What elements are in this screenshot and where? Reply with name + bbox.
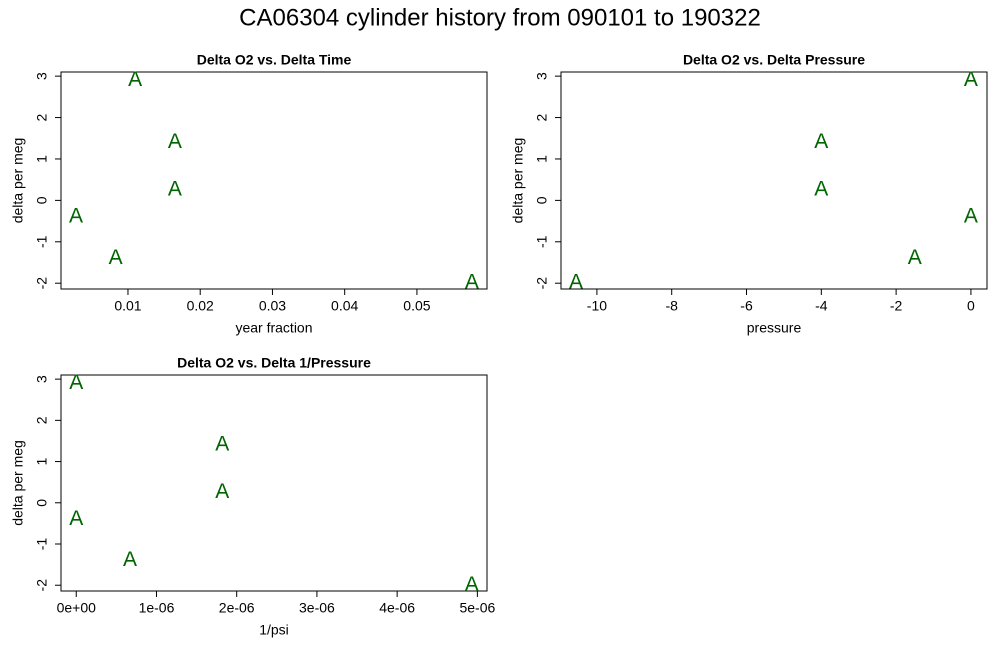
point: A (69, 371, 83, 394)
y-tick-label: -2 (534, 277, 550, 290)
plot-frame (60, 71, 488, 290)
x-axis-label: 1/psi (259, 622, 289, 638)
panel-title: Delta O2 vs. Delta Pressure (683, 52, 865, 68)
point: A (964, 68, 978, 91)
x-tick-label: 0 (967, 298, 975, 314)
point: A (168, 178, 182, 201)
y-tick-label: 2 (534, 113, 550, 121)
y-tick-label: -2 (34, 277, 50, 290)
y-tick-label: 2 (34, 113, 50, 121)
y-tick-label: 3 (34, 375, 50, 383)
point: A (168, 130, 182, 153)
x-tick-label: 5e-06 (459, 600, 495, 616)
x-tick-label: 0.03 (259, 298, 286, 314)
y-tick-label: -2 (34, 579, 50, 592)
point: A (908, 246, 922, 269)
x-tick-label: 0.02 (187, 298, 214, 314)
point: A (69, 204, 83, 227)
x-tick-label: 0.04 (331, 298, 358, 314)
panel-title: Delta O2 vs. Delta Time (197, 52, 352, 68)
point: A (465, 573, 479, 596)
x-tick-label: 2e-06 (219, 600, 255, 616)
x-tick-label: -6 (740, 298, 753, 314)
x-tick-label: -8 (665, 298, 678, 314)
point: A (964, 204, 978, 227)
y-tick-label: 0 (34, 499, 50, 507)
y-tick-label: 0 (534, 196, 550, 204)
y-axis-label: delta per meg (10, 440, 26, 526)
y-tick-label: 3 (534, 72, 550, 80)
y-axis-label: delta per meg (510, 138, 526, 224)
point: A (465, 271, 479, 294)
y-tick-label: 1 (534, 155, 550, 163)
y-tick-label: 0 (34, 196, 50, 204)
point: A (128, 68, 142, 91)
y-tick-label: -1 (34, 538, 50, 551)
x-tick-label: 1e-06 (139, 600, 175, 616)
point: A (69, 507, 83, 530)
x-tick-label: 0.05 (403, 298, 430, 314)
x-tick-label: 4e-06 (379, 600, 415, 616)
x-tick-label: -2 (890, 298, 903, 314)
point: A (215, 433, 229, 456)
panel-title: Delta O2 vs. Delta 1/Pressure (177, 355, 371, 371)
plot-frame (560, 71, 988, 290)
point: A (215, 480, 229, 503)
point: A (109, 246, 123, 269)
y-tick-label: 3 (34, 72, 50, 80)
x-axis-label: year fraction (235, 320, 312, 336)
point: A (123, 548, 137, 571)
x-axis-label: pressure (747, 320, 802, 336)
y-tick-label: 1 (34, 155, 50, 163)
y-tick-label: 2 (34, 416, 50, 424)
y-axis-label: delta per meg (10, 138, 26, 224)
x-tick-label: -10 (587, 298, 607, 314)
x-tick-label: 0e+00 (57, 600, 97, 616)
y-tick-label: -1 (534, 235, 550, 248)
x-tick-label: 0.01 (114, 298, 141, 314)
point: A (814, 178, 828, 201)
main-title: CA06304 cylinder history from 090101 to … (239, 4, 761, 31)
x-tick-label: 3e-06 (299, 600, 335, 616)
y-tick-label: -1 (34, 235, 50, 248)
x-tick-label: -4 (815, 298, 828, 314)
point: A (814, 130, 828, 153)
point: A (569, 271, 583, 294)
y-tick-label: 1 (34, 457, 50, 465)
